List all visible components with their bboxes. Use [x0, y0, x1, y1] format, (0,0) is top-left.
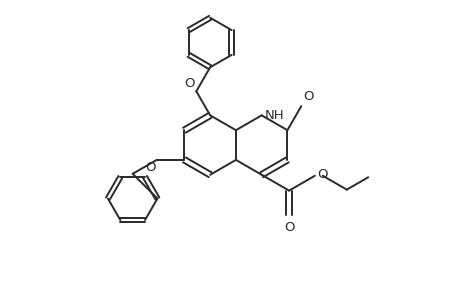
- Text: O: O: [145, 161, 156, 174]
- Text: O: O: [316, 168, 327, 181]
- Text: O: O: [302, 90, 313, 103]
- Text: NH: NH: [264, 109, 284, 122]
- Text: O: O: [283, 221, 294, 234]
- Text: O: O: [184, 77, 194, 90]
